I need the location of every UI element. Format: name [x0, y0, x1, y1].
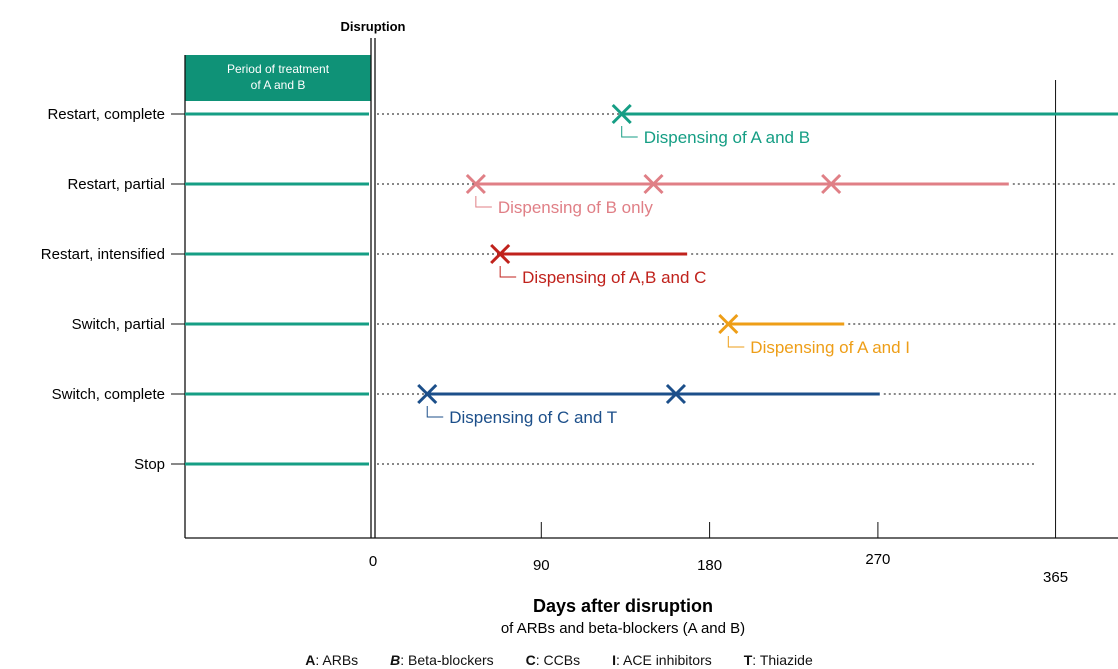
legend-item: A: ARBs: [305, 652, 358, 668]
dispensing-marker: [665, 383, 687, 405]
x-tick-label: 0: [369, 553, 377, 570]
dispensing-marker: [718, 313, 739, 335]
annotation-leader: [499, 266, 517, 278]
annotation-leader: [621, 126, 638, 138]
x-tick-label: 365: [1043, 569, 1068, 586]
legend-text: : CCBs: [535, 652, 581, 668]
legend-text: : Thiazide: [752, 652, 813, 668]
legend-item: T: Thiazide: [744, 652, 813, 668]
legend-key: A: [305, 652, 316, 668]
legend-text: : ACE inhibitors: [616, 652, 712, 668]
legend-item: B: Beta-blockers: [390, 652, 494, 668]
row-label: Restart, complete: [47, 106, 165, 123]
dispensing-marker: [417, 383, 438, 405]
dispensing-annotation: Dispensing of C and T: [449, 408, 617, 427]
disruption-label: Disruption: [341, 19, 406, 34]
period-box-line1: Period of treatment: [227, 62, 330, 76]
annotation-leader: [727, 336, 745, 348]
dispensing-annotation: Dispensing of B only: [498, 198, 653, 217]
x-tick-label: 180: [697, 557, 722, 574]
dispensing-annotation: Dispensing of A and I: [750, 338, 910, 357]
period-box-line2: of A and B: [251, 78, 306, 92]
x-tick-label: 270: [865, 551, 890, 568]
legend-item: I: ACE inhibitors: [612, 652, 712, 668]
period-of-treatment-box: [185, 55, 371, 101]
annotation-leader: [426, 406, 444, 418]
dispensing-marker: [611, 103, 632, 125]
x-axis-title: Days after disruption: [533, 596, 713, 616]
legend-text: : Beta-blockers: [400, 652, 494, 668]
dispensing-annotation: Dispensing of A,B and C: [522, 268, 706, 287]
row-label: Switch, partial: [72, 316, 165, 333]
legend-text: : ARBs: [315, 652, 359, 668]
abbreviation-legend: A: ARBs B: Beta-blockers C: CCBs I: ACE inh…: [0, 653, 1118, 667]
legend-key: T: [743, 652, 753, 668]
legend-key: B: [390, 652, 401, 668]
legend-key: I: [612, 652, 617, 668]
dispensing-marker: [465, 173, 486, 195]
dispensing-annotation: Dispensing of A and B: [644, 128, 810, 147]
x-tick-label: 90: [533, 557, 550, 574]
annotation-leader: [475, 196, 492, 208]
row-label: Stop: [134, 456, 165, 473]
row-label: Restart, intensified: [41, 246, 165, 263]
row-label: Switch, complete: [52, 386, 165, 403]
row-label: Restart, partial: [67, 176, 165, 193]
dispensing-marker: [490, 243, 511, 265]
legend-key: C: [525, 652, 536, 668]
dispensing-marker: [643, 173, 664, 195]
legend-item: C: CCBs: [526, 652, 580, 668]
dispensing-marker: [821, 173, 842, 195]
x-axis-subtitle: of ARBs and beta-blockers (A and B): [501, 620, 745, 637]
